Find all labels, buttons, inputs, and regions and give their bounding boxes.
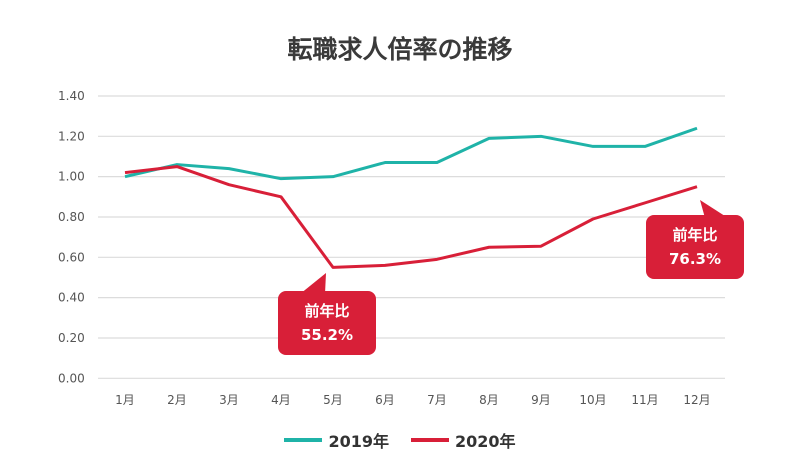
annotation-december: 前年比 76.3% — [646, 215, 744, 279]
y-tick-label: 0.40 — [58, 291, 85, 305]
legend-swatch — [411, 438, 449, 442]
x-tick-label: 9月 — [531, 393, 551, 407]
y-tick-label: 1.00 — [58, 170, 85, 184]
y-tick-label: 0.00 — [58, 371, 85, 385]
annotation-may: 前年比 55.2% — [278, 291, 376, 355]
annotation-value: 76.3% — [668, 250, 722, 268]
x-tick-label: 6月 — [375, 393, 395, 407]
y-tick-label: 0.60 — [58, 250, 85, 264]
legend-label: 2020年 — [455, 432, 516, 451]
annotation-label: 前年比 — [304, 302, 350, 320]
x-tick-label: 5月 — [323, 393, 343, 407]
legend-item-2019: 2019年 — [284, 428, 389, 452]
callout-pointer — [700, 200, 728, 218]
y-tick-label: 1.40 — [58, 89, 85, 103]
x-tick-label: 3月 — [219, 393, 239, 407]
series-line-2019年 — [124, 126, 698, 181]
legend: 2019年 2020年 — [0, 428, 800, 452]
x-tick-label: 2月 — [167, 393, 187, 407]
y-tick-label: 0.20 — [58, 331, 85, 345]
x-tick-label: 10月 — [579, 393, 606, 407]
legend-label: 2019年 — [328, 432, 389, 451]
y-tick-label: 1.20 — [58, 129, 85, 143]
chart-title: 転職求人倍率の推移 — [287, 35, 513, 64]
legend-swatch — [284, 438, 323, 442]
x-tick-label: 11月 — [631, 393, 658, 407]
callout-pointer — [300, 273, 326, 294]
y-tick-label: 0.80 — [58, 210, 85, 224]
x-tick-label: 4月 — [271, 393, 291, 407]
annotation-label: 前年比 — [672, 226, 718, 244]
annotation-value: 55.2% — [300, 326, 354, 344]
x-tick-label: 1月 — [115, 393, 135, 407]
x-tick-label: 12月 — [683, 393, 710, 407]
x-tick-label: 7月 — [427, 393, 447, 407]
series-line-2020年 — [124, 165, 698, 269]
x-tick-label: 8月 — [479, 393, 499, 407]
legend-item-2020: 2020年 — [411, 428, 516, 452]
